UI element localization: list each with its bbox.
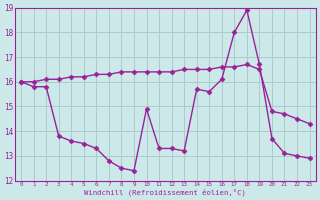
X-axis label: Windchill (Refroidissement éolien,°C): Windchill (Refroidissement éolien,°C) [84,188,246,196]
